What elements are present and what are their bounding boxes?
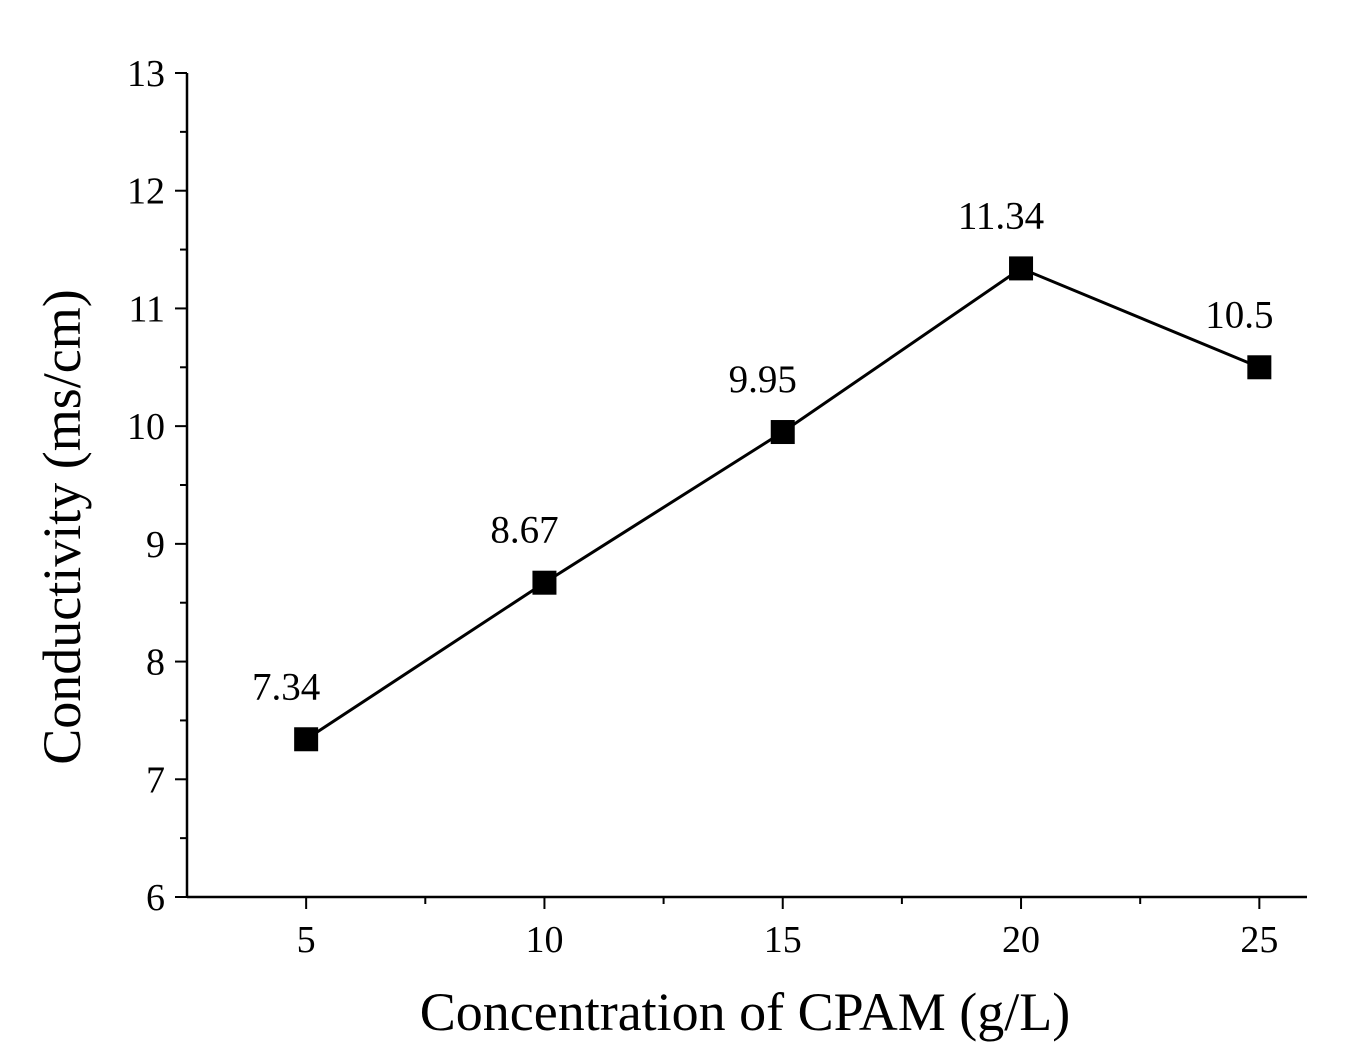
y-tick-label: 13	[127, 53, 165, 95]
data-point-label: 7.34	[252, 665, 320, 708]
data-point-label: 10.5	[1205, 293, 1273, 336]
y-tick-label: 8	[146, 642, 165, 684]
y-axis-ticks: 6 7 8 9 10 11 12 13	[127, 53, 187, 919]
series-layer: 7.34 8.67 9.95 11.34 10.5	[252, 194, 1273, 752]
data-point-label: 11.34	[958, 194, 1044, 237]
x-tick-label: 5	[297, 919, 316, 961]
x-axis-title: Concentration of CPAM (g/L)	[420, 982, 1070, 1042]
data-point-marker	[532, 570, 557, 595]
data-point-label: 9.95	[729, 358, 797, 401]
y-tick-label: 11	[128, 288, 165, 330]
x-tick-label: 10	[525, 919, 563, 961]
y-tick-label: 9	[146, 524, 165, 566]
x-tick-label: 20	[1002, 919, 1040, 961]
data-point-marker	[294, 727, 319, 752]
data-point-marker	[1009, 256, 1034, 281]
x-tick-label: 25	[1240, 919, 1278, 961]
axes	[185, 73, 1307, 899]
y-tick-label: 7	[146, 759, 165, 801]
series-line	[305, 266, 1260, 741]
data-point-marker	[770, 420, 795, 445]
x-tick-label: 15	[764, 919, 802, 961]
y-axis-title: Conductivity (ms/cm)	[32, 289, 92, 764]
data-point-label: 8.67	[490, 509, 558, 552]
data-point-marker	[1247, 355, 1272, 380]
y-tick-label: 6	[146, 877, 165, 919]
x-axis-ticks: 5 10 15 20 25	[297, 897, 1278, 961]
y-tick-label: 10	[127, 406, 165, 448]
y-tick-label: 12	[127, 171, 165, 213]
